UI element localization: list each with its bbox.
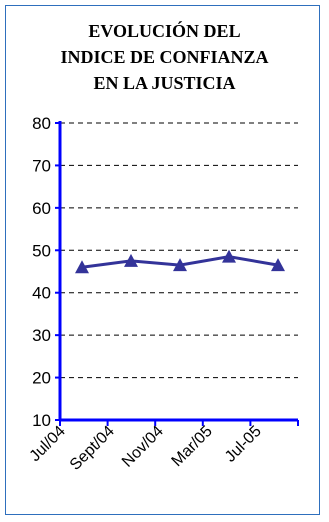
y-tick-label: 30	[32, 326, 51, 345]
y-tick-labels: 10 20 30 40 50 60 70 80	[32, 114, 51, 430]
data-point	[222, 249, 236, 263]
x-tick-label: Jul-05	[222, 423, 265, 466]
chart-frame	[5, 5, 320, 515]
y-tick-label: 50	[32, 241, 51, 260]
chart-title-line-1: EVOLUCIÓN DEL	[88, 21, 241, 41]
y-tick-label: 60	[32, 199, 51, 218]
y-tick-label: 10	[32, 411, 51, 430]
y-tick-label: 80	[32, 114, 51, 133]
data-point	[75, 260, 89, 274]
x-tick-label: Sept/04	[67, 423, 118, 474]
y-tick-label: 20	[32, 369, 51, 388]
data-point	[173, 258, 187, 272]
y-tick-label: 70	[32, 156, 51, 175]
x-tick-label: Nov/04	[119, 423, 167, 471]
gridlines	[60, 122, 298, 379]
axes	[55, 121, 299, 426]
series	[75, 249, 285, 274]
y-tick-label: 40	[32, 284, 51, 303]
data-point	[271, 258, 285, 272]
chart-title: EVOLUCIÓN DEL INDICE DE CONFIANZA EN LA …	[0, 18, 329, 96]
chart-title-line-2: INDICE DE CONFIANZA	[60, 47, 269, 67]
data-point	[124, 253, 138, 267]
x-tick-label: Mar/05	[169, 423, 216, 470]
chart-title-line-3: EN LA JUSTICIA	[93, 73, 236, 93]
